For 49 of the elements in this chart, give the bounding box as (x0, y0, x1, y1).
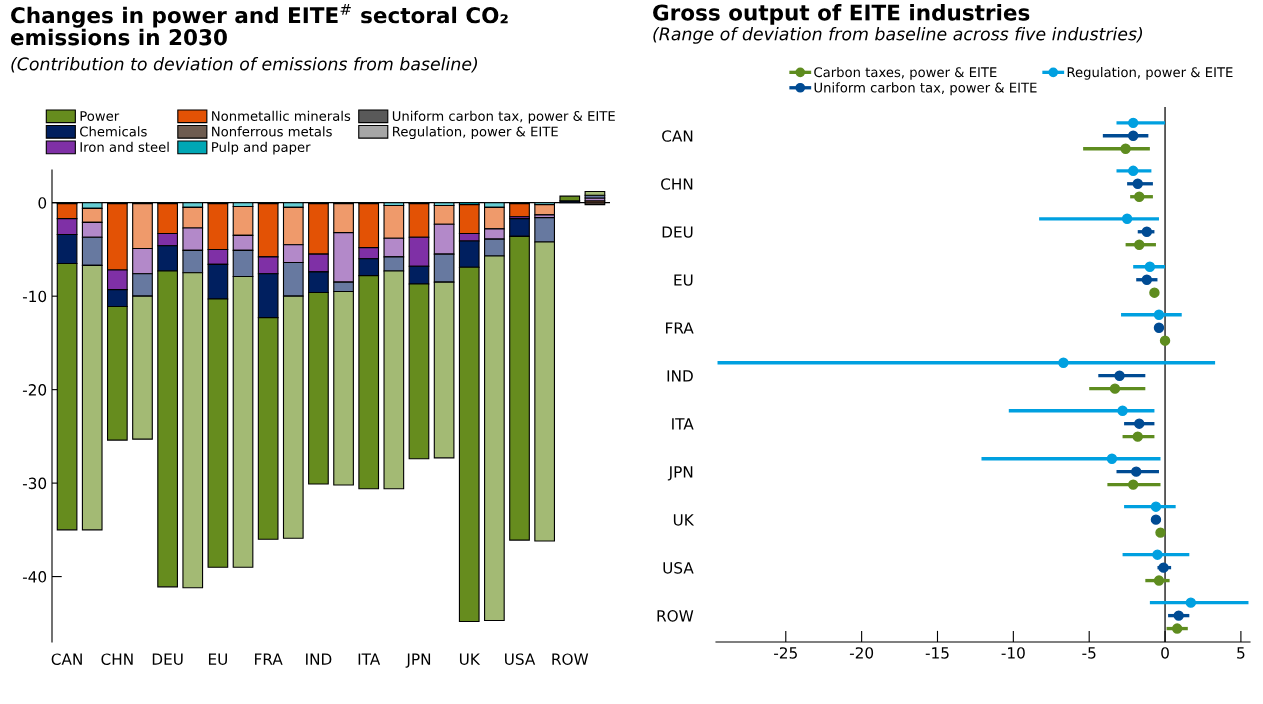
x-tick-label: IND (306, 653, 332, 665)
legend-label: Power (80, 111, 120, 121)
legend-label: Nonferrous metals (212, 126, 332, 137)
y-tick-label: -40 (22, 571, 47, 583)
chart-subtitle: (Range of deviation from baseline across five industries) (653, 27, 1143, 44)
y-tick-label: JPN (667, 466, 693, 481)
y-tick-label: -10 (22, 290, 47, 303)
y-tick-label: FRA (666, 322, 694, 334)
x-tick-label: 0 (1161, 647, 1169, 659)
chart-subtitle: (Contribution to deviation of emissions from baseline) (11, 57, 478, 73)
legend-label: Iron and steel (80, 141, 169, 153)
x-tick-label: FRA (255, 653, 283, 665)
legend-label: Chemicals (80, 126, 147, 137)
x-tick-label: CHN (101, 653, 133, 665)
legend-label: Uniform carbon tax, power & EITE (814, 82, 1037, 96)
y-tick-label: IND (667, 370, 693, 382)
x-tick-label: -10 (1001, 647, 1025, 659)
y-tick-label: DEU (662, 226, 693, 238)
x-tick-label: CAN (51, 653, 82, 665)
legend-label: Carbon taxes, power & EITE (814, 66, 997, 80)
x-tick-label: ROW (552, 653, 589, 665)
x-tick-label: -15 (925, 647, 949, 659)
x-tick-label: -25 (774, 647, 797, 659)
y-tick-label: CHN (661, 178, 693, 190)
x-tick-label: DEU (152, 653, 183, 665)
x-tick-label: EU (208, 653, 227, 665)
y-tick-label: -20 (22, 384, 47, 396)
legend-label: Pulp and paper (212, 141, 311, 155)
chart-title: Gross output of EITE industries (653, 4, 1030, 25)
y-tick-label: -30 (22, 477, 47, 490)
x-tick-label: -20 (849, 647, 874, 659)
legend-label: Nonmetallic minerals (212, 110, 351, 121)
y-tick-label: CAN (662, 130, 693, 142)
legend-label: Uniform carbon tax, power & EITE (392, 110, 615, 124)
y-tick-label: ITA (672, 418, 694, 430)
x-tick-label: JPN (405, 653, 431, 668)
x-tick-label: -5 (1082, 647, 1096, 659)
x-tick-label: UK (459, 653, 481, 665)
x-tick-label: USA (505, 653, 536, 665)
chart-title: Changes in power and EITE$^{#}$ sectoral CO₂ emissions in 2030 (10, 4, 508, 46)
x-tick-label: 5 (1237, 647, 1245, 659)
legend-label: Regulation, power & EITE (393, 126, 558, 140)
x-tick-label: ITA (358, 653, 381, 665)
y-tick-label: ROW (657, 610, 694, 622)
y-tick-label: USA (663, 562, 694, 574)
y-tick-label: 0 (38, 197, 47, 209)
y-tick-label: UK (673, 514, 695, 526)
legend-label: Regulation, power & EITE (1067, 66, 1233, 80)
y-tick-label: EU (674, 274, 693, 286)
